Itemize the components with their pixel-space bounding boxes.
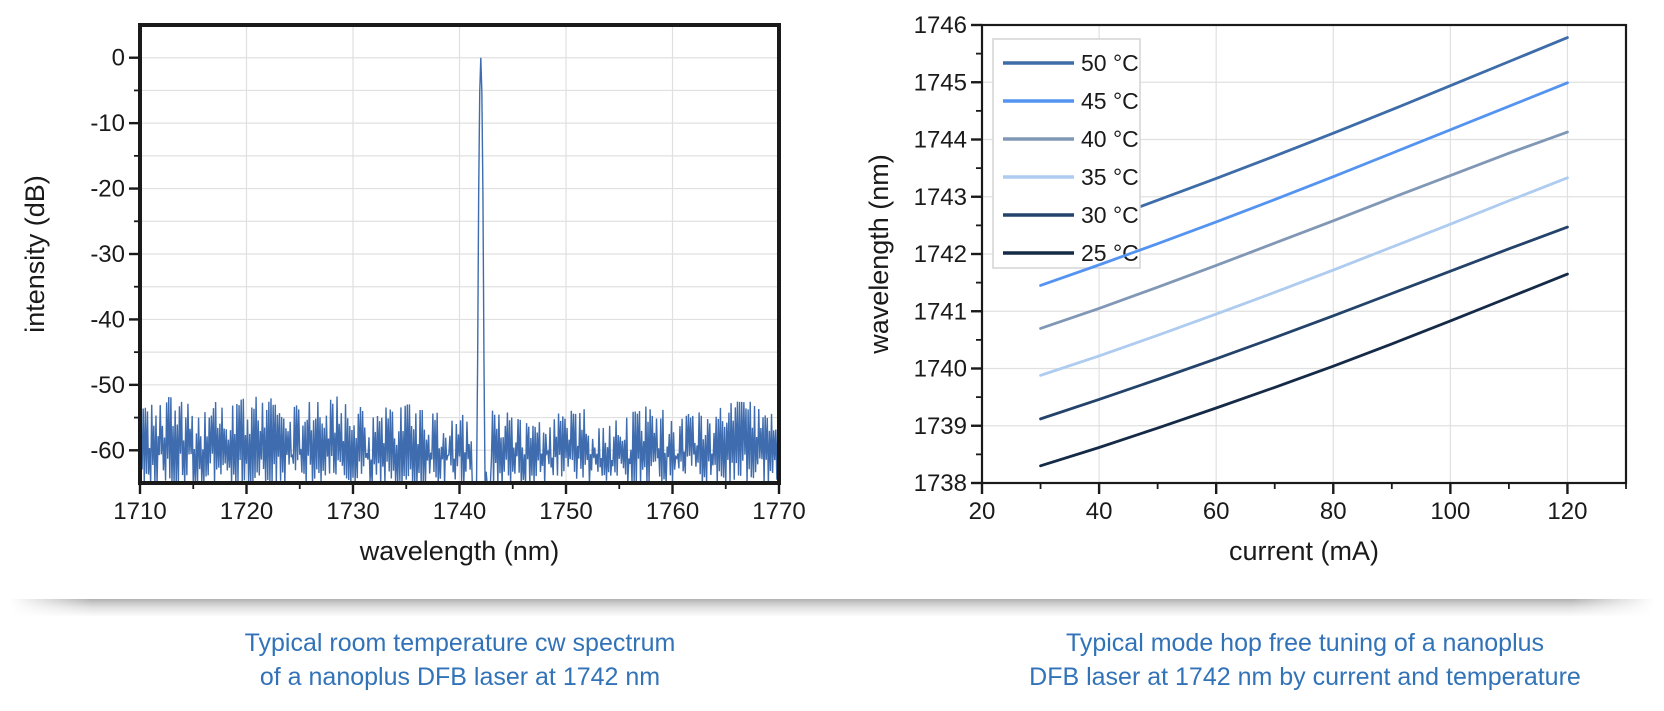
tick-label: -40 (90, 306, 125, 333)
gridlines (140, 25, 779, 483)
tick-label: 100 (1430, 498, 1470, 525)
y-axis-label: intensity (dB) (20, 175, 50, 333)
tick-label: 20 (969, 498, 996, 525)
tuning-caption-line-2: DFB laser at 1742 nm by current and temp… (1029, 663, 1581, 691)
tick-labels: 20 40 60 80 100 120 1738 1739 1740 1741 1742 1743 17… (914, 12, 1588, 525)
tick-label: 1730 (326, 498, 379, 525)
tuning-chart: 50 °C45 °C40 °C35 °C30 °C25 °C20 40 60 80 10… (864, 12, 1628, 566)
axis-frame (138, 23, 781, 485)
tick-label: 60 (1203, 498, 1230, 525)
legend-label: 50 °C (1081, 50, 1139, 76)
tick-label: 40 (1086, 498, 1113, 525)
tick-label: 1760 (646, 498, 699, 525)
axes (129, 23, 781, 494)
axes (971, 23, 1628, 494)
tick-label: 1770 (752, 498, 805, 525)
axis-frame (980, 23, 1628, 485)
tick-label: -60 (90, 437, 125, 464)
tick-label: 1750 (539, 498, 592, 525)
tick-label: 1746 (914, 12, 967, 39)
tick-label: -20 (90, 176, 125, 203)
x-axis-label: current (mA) (1229, 536, 1379, 566)
spectrum-caption: Typical room temperature cw spectrum of … (110, 626, 810, 694)
x-axis-label: wavelength (nm) (359, 536, 560, 566)
series-45c (1039, 81, 1569, 287)
tick-label: 1742 (914, 241, 967, 268)
legend: 50 °C45 °C40 °C35 °C30 °C25 °C (992, 38, 1141, 269)
tick-label: 1740 (914, 356, 967, 383)
tick-label: 0 (112, 45, 125, 72)
series-35c (1039, 176, 1569, 377)
y-axis-label: wavelength (nm) (864, 154, 894, 355)
series-25c (1039, 272, 1569, 468)
legend-box (992, 38, 1141, 269)
series-40c (1039, 130, 1569, 330)
legend-label: 35 °C (1081, 164, 1139, 190)
tick-label: 1744 (914, 127, 967, 154)
legend-label: 45 °C (1081, 88, 1139, 114)
tick-labels: 1710 1720 1730 1740 1750 1760 1770 0 -10 -20 -30 -4… (90, 45, 805, 525)
tick-label: 1741 (914, 298, 967, 325)
legend-label: 30 °C (1081, 202, 1139, 228)
tuning-caption: Typical mode hop free tuning of a nanopl… (955, 626, 1655, 694)
series-30c (1039, 225, 1569, 421)
tick-label: 1743 (914, 184, 967, 211)
tick-label: -50 (90, 372, 125, 399)
tick-label: 1739 (914, 413, 967, 440)
legend-label: 40 °C (1081, 126, 1139, 152)
tick-label: 1738 (914, 470, 967, 497)
tick-label: 1710 (113, 498, 166, 525)
tuning-caption-line-1: Typical mode hop free tuning of a nanopl… (1065, 629, 1545, 657)
tick-label: 120 (1547, 498, 1587, 525)
tick-label: -30 (90, 241, 125, 268)
spectrum-caption-line-2: of a nanoplus DFB laser at 1742 nm (259, 663, 661, 691)
tick-label: 1740 (433, 498, 486, 525)
tick-label: -10 (90, 110, 125, 137)
tick-label: 1745 (914, 69, 967, 96)
tick-label: 80 (1320, 498, 1347, 525)
spectrum-caption-line-1: Typical room temperature cw spectrum (244, 629, 676, 657)
panel-bottom-shadow (10, 599, 1654, 617)
spectrum-chart: 1710 1720 1730 1740 1750 1760 1770 0 -10 -20 -30 -4… (20, 23, 806, 566)
tick-label: 1720 (220, 498, 273, 525)
